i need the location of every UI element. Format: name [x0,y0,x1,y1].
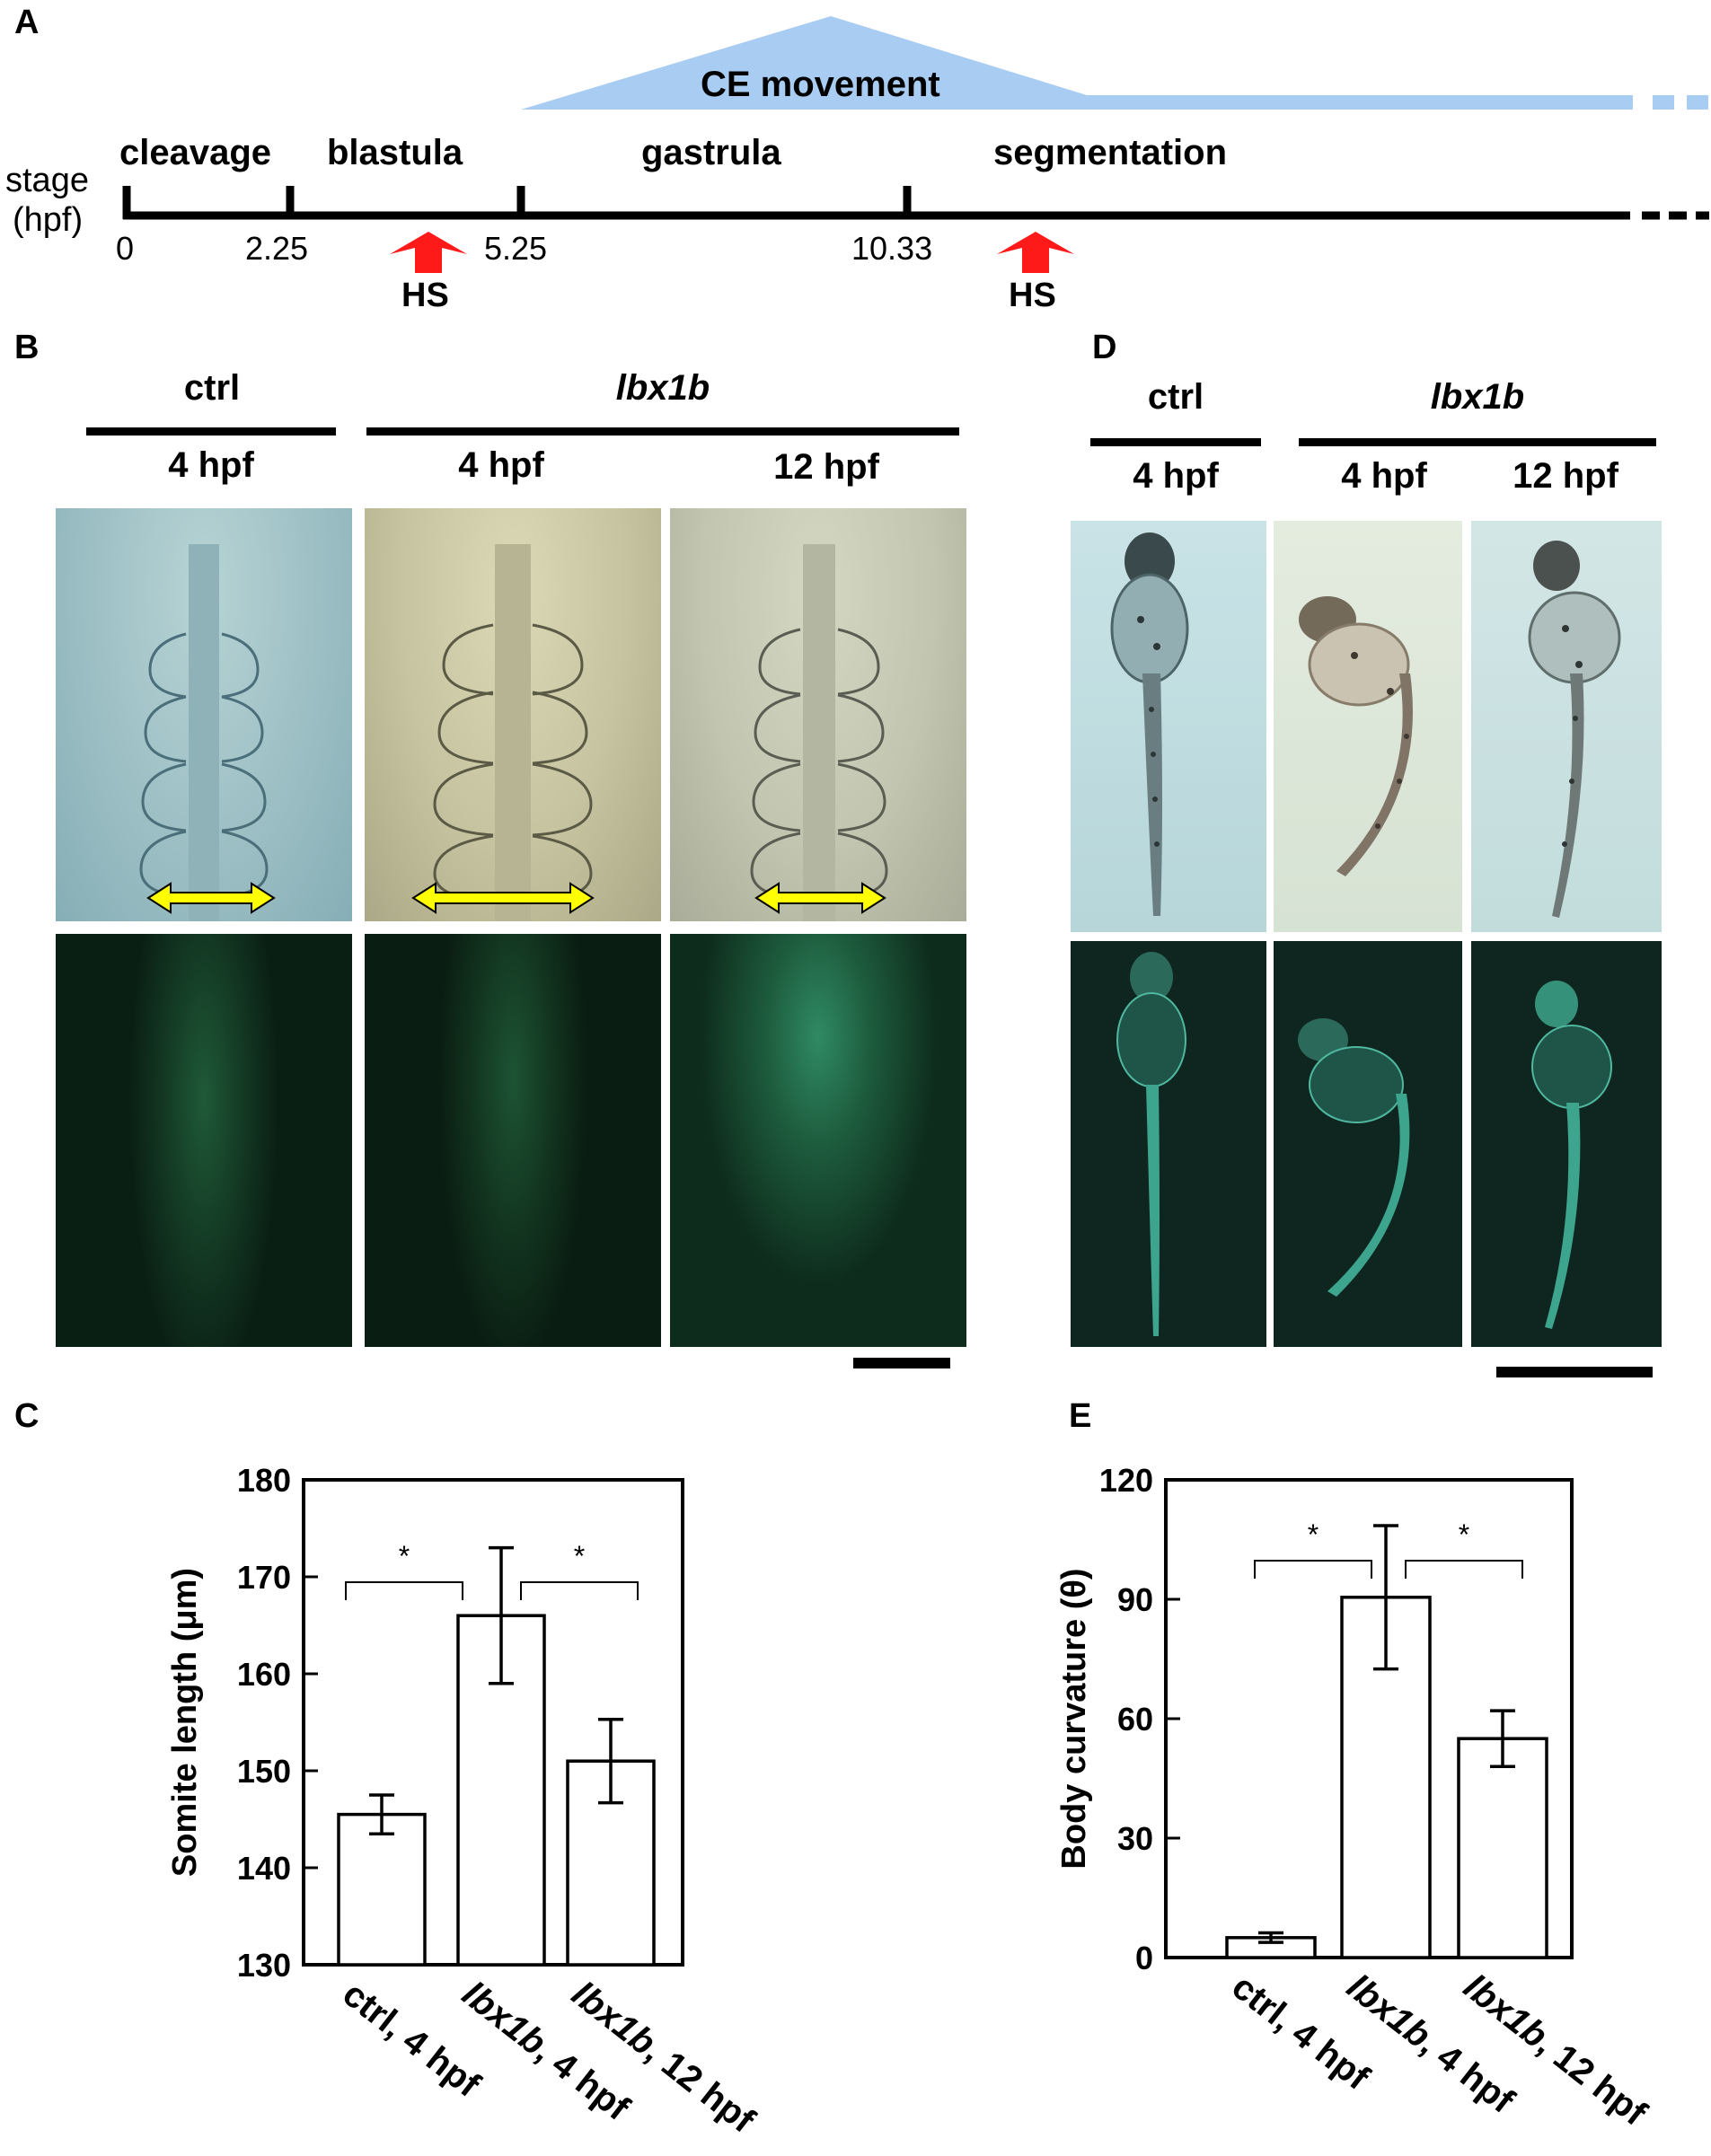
ce-movement-shape [521,16,1633,110]
significance-star-2: * [574,1540,585,1572]
y-tick-label: 170 [237,1559,291,1596]
larva-ctrl [1110,532,1189,916]
ce-movement-dash-2 [1687,95,1708,110]
significance-bracket-1 [345,1581,463,1600]
hpf-label: (hpf) [13,201,84,239]
panel-label-e: E [1069,1397,1092,1435]
ce-movement-label: CE movement [701,65,940,104]
y-tick-label: 120 [1099,1462,1153,1499]
y-tick-label: 90 [1117,1581,1153,1618]
significance-star-1: * [1308,1518,1319,1551]
y-tick-label: 160 [237,1656,291,1693]
d-time-gene-4: 4 hpf [1341,456,1427,496]
panel-label-c: C [14,1397,40,1435]
ce-movement-dash-1 [1653,95,1674,110]
y-tick-label: 150 [237,1753,291,1790]
somite-sketch-gene-4hpf [433,544,593,921]
tick-label-10-33: 10.33 [851,230,933,267]
significance-bracket-1 [1254,1560,1372,1579]
hs-label-1: HS [401,277,449,314]
hs-arrow-1 [390,232,467,273]
somite-sketch-ctrl [139,544,269,921]
y-tick-label: 0 [1135,1940,1153,1976]
significance-star-1: * [399,1540,410,1572]
stage-label: stage [5,162,89,199]
d-brightfield-gene-12hpf [1471,521,1662,932]
width-arrow-ctrl [146,882,276,914]
tick-label-2-25: 2.25 [245,230,309,267]
stage-gastrula: gastrula [641,133,781,172]
b-time-gene-12: 12 hpf [773,447,879,487]
d-brightfield-gene-4hpf [1274,521,1462,932]
larva-fluor-gene-4hpf [1298,1018,1410,1297]
tick-label-0: 0 [116,230,135,267]
significance-star-2: * [1459,1518,1469,1551]
d-scale-bar [1496,1367,1653,1377]
hs-arrow-2 [997,232,1074,273]
d-divider-ctrl [1090,438,1261,446]
x-category-label-3: lbx1b, 12 hpf [564,1974,762,2141]
b-brightfield-gene-4hpf [365,508,661,921]
panel-label-b: B [14,329,40,366]
y-axis-label: Somite length (μm) [166,1568,204,1877]
stage-blastula: blastula [327,133,463,172]
b-divider-gene [366,427,959,436]
somite-sketch-gene-12hpf [750,544,888,921]
bar-3 [1457,1737,1548,1959]
y-axis-label: Body curvature (θ) [1055,1568,1093,1869]
d-header-ctrl: ctrl [1147,377,1204,417]
d-time-gene-12: 12 hpf [1513,456,1618,496]
y-tick-label: 60 [1117,1701,1153,1738]
d-header-gene: lbx1b [1430,377,1525,417]
bar-1 [337,1812,427,1967]
d-time-ctrl: 4 hpf [1133,456,1219,496]
b-fluorescent-gene-4hpf [365,934,661,1347]
panel-label-d: D [1092,329,1117,366]
d-divider-gene [1299,438,1656,446]
width-arrow-gene-4hpf [411,882,595,914]
b-time-gene-4: 4 hpf [458,445,544,485]
stage-cleavage: cleavage [119,133,272,172]
stage-segmentation: segmentation [993,133,1228,172]
b-fluorescent-ctrl [56,934,352,1347]
panel-label-a: A [14,4,40,41]
b-brightfield-gene-12hpf [670,508,966,921]
tick-label-5-25: 5.25 [484,230,548,267]
d-brightfield-ctrl [1071,521,1266,932]
larva-gene-12hpf [1528,541,1621,918]
b-brightfield-ctrl [56,508,352,921]
significance-bracket-2 [520,1581,639,1600]
b-header-ctrl: ctrl [183,368,241,408]
hs-label-2: HS [1009,277,1056,314]
larva-gene-4hpf [1299,596,1413,876]
b-fluorescent-gene-12hpf [670,934,966,1347]
d-fluorescent-ctrl [1071,941,1266,1347]
d-fluorescent-gene-4hpf [1274,941,1462,1347]
b-time-ctrl: 4 hpf [168,445,254,485]
significance-bracket-2 [1405,1560,1523,1579]
d-fluorescent-gene-12hpf [1471,941,1662,1347]
yellow-arrows [146,882,886,914]
y-tick-label: 130 [237,1947,291,1984]
y-tick-label: 30 [1117,1820,1153,1857]
y-tick-label: 180 [237,1462,291,1499]
b-header-gene: lbx1b [615,368,710,408]
larva-fluor-ctrl [1116,952,1186,1336]
timeline-graphic [122,16,1709,273]
b-divider-ctrl [86,427,336,436]
b-scale-bar [853,1358,950,1368]
y-tick-label: 140 [237,1850,291,1887]
larva-fluor-gene-12hpf [1531,981,1612,1329]
width-arrow-gene-12hpf [754,882,886,914]
